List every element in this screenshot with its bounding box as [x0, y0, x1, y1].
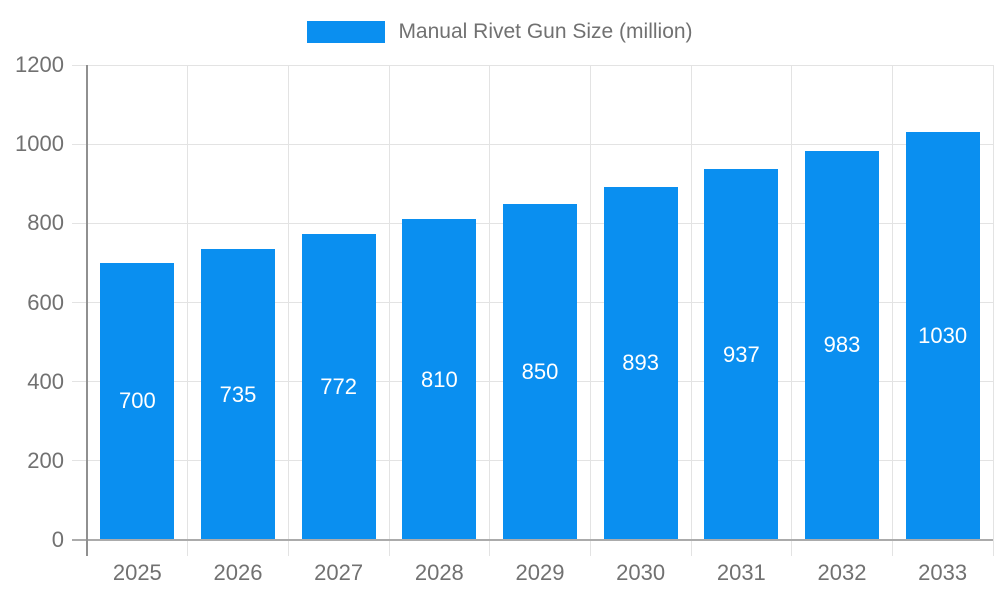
vertical-gridline — [187, 65, 189, 556]
y-axis-tick-label: 400 — [27, 368, 64, 394]
x-axis-tick-label: 2025 — [112, 560, 162, 585]
bar-value-label: 772 — [320, 374, 358, 400]
bar[interactable]: 1030 — [905, 132, 980, 540]
horizontal-gridline — [72, 64, 993, 66]
vertical-gridline — [287, 65, 289, 556]
bar[interactable]: 850 — [503, 203, 577, 540]
y-axis-line — [86, 65, 88, 556]
x-axis-tick-label: 2033 — [918, 560, 968, 585]
bar-value-label: 1030 — [918, 323, 968, 349]
bar-value-label: 700 — [118, 388, 156, 414]
legend-swatch — [307, 21, 386, 43]
bar[interactable]: 937 — [704, 169, 779, 540]
vertical-gridline — [992, 65, 994, 556]
x-axis-tick-label: 2030 — [616, 560, 666, 585]
y-axis-tick-label: 200 — [27, 447, 64, 473]
bar[interactable]: 735 — [201, 249, 275, 540]
bar-value-label: 810 — [420, 366, 458, 392]
horizontal-gridline — [72, 143, 993, 145]
y-axis-tick-label: 800 — [27, 210, 64, 236]
x-axis-tick-label: 2027 — [314, 560, 364, 585]
bar[interactable]: 772 — [301, 234, 376, 540]
y-axis-tick-label: 1200 — [15, 52, 64, 77]
y-axis-tick-label: 0 — [51, 527, 64, 552]
vertical-gridline — [690, 65, 692, 556]
vertical-gridline — [589, 65, 591, 556]
bar-value-label: 983 — [823, 332, 861, 358]
vertical-gridline — [388, 65, 390, 556]
legend-label: Manual Rivet Gun Size (million) — [398, 20, 693, 43]
bar[interactable]: 893 — [603, 186, 678, 540]
bar-value-label: 893 — [622, 350, 660, 376]
bar[interactable]: 700 — [100, 262, 175, 540]
x-axis-line — [72, 539, 993, 541]
bar-value-label: 937 — [722, 341, 760, 367]
x-axis-tick-label: 2028 — [414, 560, 464, 585]
bar[interactable]: 983 — [805, 150, 879, 540]
vertical-gridline — [891, 65, 893, 556]
x-axis-tick-label: 2026 — [213, 560, 263, 585]
y-axis-tick-label: 600 — [27, 289, 64, 315]
x-axis-tick-label: 2031 — [716, 560, 766, 585]
y-axis-tick-label: 1000 — [15, 131, 64, 157]
vertical-gridline — [489, 65, 491, 556]
bar[interactable]: 810 — [402, 219, 477, 540]
bar-value-label: 850 — [521, 358, 559, 384]
x-axis-tick-label: 2032 — [817, 560, 867, 585]
x-axis-tick-label: 2029 — [515, 560, 565, 585]
legend-item[interactable]: Manual Rivet Gun Size (million) — [0, 18, 1000, 46]
bar-value-label: 735 — [219, 381, 257, 407]
vertical-gridline — [791, 65, 793, 556]
